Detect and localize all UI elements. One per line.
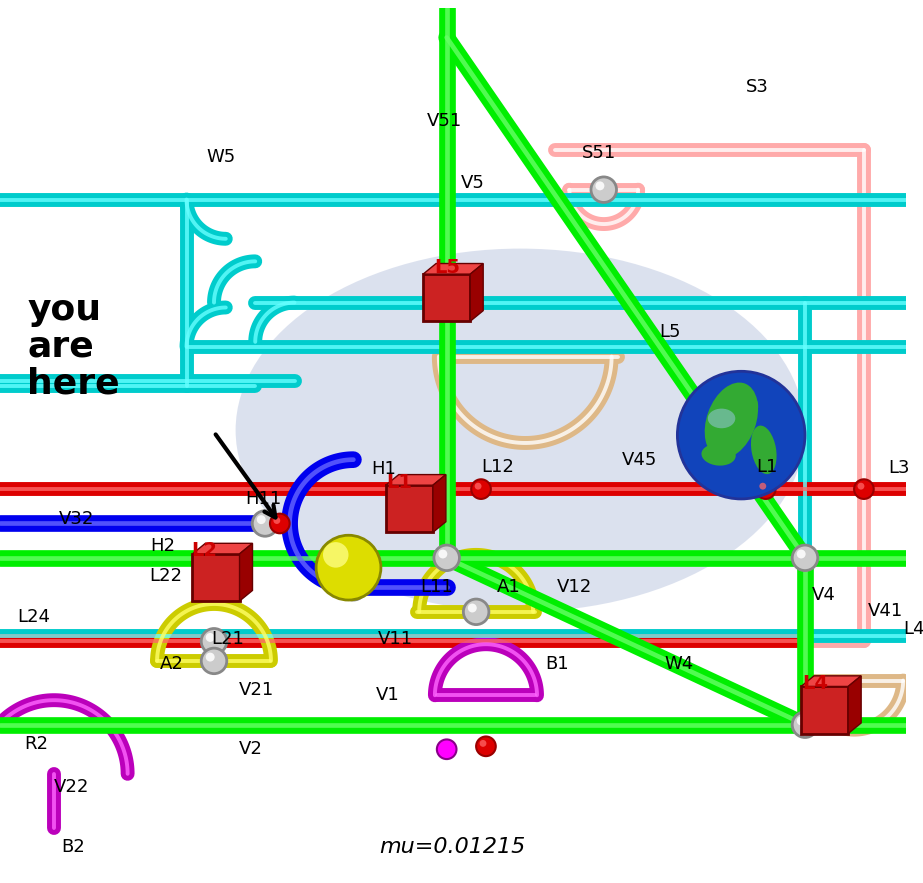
Text: L12: L12 [481, 457, 514, 476]
Polygon shape [423, 263, 484, 274]
Circle shape [438, 549, 448, 558]
Text: V32: V32 [59, 509, 94, 527]
Circle shape [792, 712, 818, 737]
Text: S3: S3 [746, 78, 769, 95]
Circle shape [201, 648, 227, 674]
Circle shape [476, 736, 496, 756]
Circle shape [474, 483, 482, 489]
Text: L24: L24 [18, 608, 51, 626]
Text: V51: V51 [427, 112, 462, 130]
Circle shape [463, 599, 489, 624]
Text: L4: L4 [904, 620, 923, 638]
Text: H1: H1 [371, 460, 396, 479]
Text: L11: L11 [420, 578, 453, 596]
Text: V1: V1 [376, 686, 400, 705]
Text: W5: W5 [206, 148, 235, 166]
Circle shape [468, 604, 477, 613]
Text: L21: L21 [211, 630, 244, 648]
Text: H2: H2 [150, 537, 175, 555]
Text: A1: A1 [497, 578, 521, 596]
Circle shape [345, 579, 354, 588]
Polygon shape [240, 543, 253, 601]
Polygon shape [192, 543, 253, 554]
Polygon shape [801, 686, 848, 734]
Circle shape [323, 542, 349, 568]
Text: L5: L5 [660, 323, 681, 341]
Ellipse shape [704, 382, 758, 458]
Circle shape [797, 716, 806, 725]
Text: V2: V2 [238, 740, 262, 758]
Text: L1: L1 [387, 472, 413, 492]
Ellipse shape [737, 395, 758, 422]
Circle shape [760, 483, 766, 489]
Circle shape [257, 515, 266, 525]
Circle shape [341, 575, 366, 600]
Polygon shape [470, 263, 484, 321]
Circle shape [854, 479, 874, 499]
Ellipse shape [751, 426, 776, 474]
Ellipse shape [701, 444, 736, 465]
Circle shape [792, 545, 818, 570]
Text: L1: L1 [756, 457, 777, 476]
Text: V12: V12 [557, 578, 592, 596]
Text: V41: V41 [868, 602, 903, 620]
Polygon shape [423, 274, 470, 321]
Circle shape [434, 290, 460, 315]
Circle shape [201, 629, 227, 654]
Text: W4: W4 [665, 655, 694, 673]
Polygon shape [386, 485, 433, 532]
Text: V11: V11 [378, 630, 414, 648]
Polygon shape [801, 675, 861, 686]
Text: S51: S51 [582, 144, 617, 162]
Circle shape [591, 177, 617, 202]
Text: mu=0.01215: mu=0.01215 [379, 837, 526, 857]
Circle shape [677, 372, 805, 499]
Text: you
are
here: you are here [28, 293, 120, 401]
Polygon shape [848, 675, 861, 734]
Circle shape [437, 739, 457, 759]
Circle shape [434, 545, 460, 570]
Text: L2: L2 [191, 541, 217, 561]
Circle shape [595, 181, 605, 191]
Text: V5: V5 [461, 174, 485, 192]
Text: B1: B1 [545, 655, 569, 673]
Circle shape [480, 740, 486, 747]
Text: R2: R2 [25, 736, 49, 753]
Circle shape [797, 549, 806, 558]
Text: L5: L5 [435, 258, 461, 276]
Ellipse shape [708, 409, 736, 428]
Text: V45: V45 [621, 450, 657, 469]
Text: L3: L3 [889, 458, 910, 477]
Circle shape [252, 510, 278, 536]
Circle shape [206, 653, 215, 661]
Text: A2: A2 [160, 655, 184, 673]
Circle shape [316, 535, 381, 600]
Circle shape [438, 294, 448, 303]
Circle shape [273, 517, 281, 524]
Ellipse shape [235, 249, 805, 612]
Circle shape [756, 479, 775, 499]
Text: V22: V22 [54, 778, 90, 796]
Circle shape [857, 483, 865, 489]
Text: H11: H11 [246, 490, 282, 508]
Circle shape [270, 514, 290, 533]
Text: L22: L22 [150, 567, 182, 585]
Text: V21: V21 [238, 682, 274, 699]
Circle shape [472, 479, 491, 499]
Text: V4: V4 [812, 586, 835, 604]
Polygon shape [386, 474, 446, 485]
Circle shape [206, 633, 215, 642]
Polygon shape [433, 474, 446, 532]
Text: B2: B2 [61, 839, 85, 857]
Text: L4: L4 [802, 674, 828, 693]
Polygon shape [192, 554, 240, 601]
